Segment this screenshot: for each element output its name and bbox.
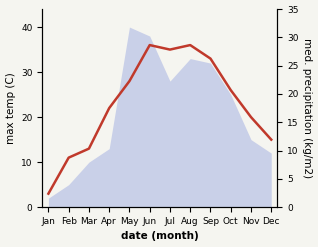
X-axis label: date (month): date (month) [121,231,199,242]
Y-axis label: med. precipitation (kg/m2): med. precipitation (kg/m2) [302,38,313,178]
Y-axis label: max temp (C): max temp (C) [5,72,16,144]
